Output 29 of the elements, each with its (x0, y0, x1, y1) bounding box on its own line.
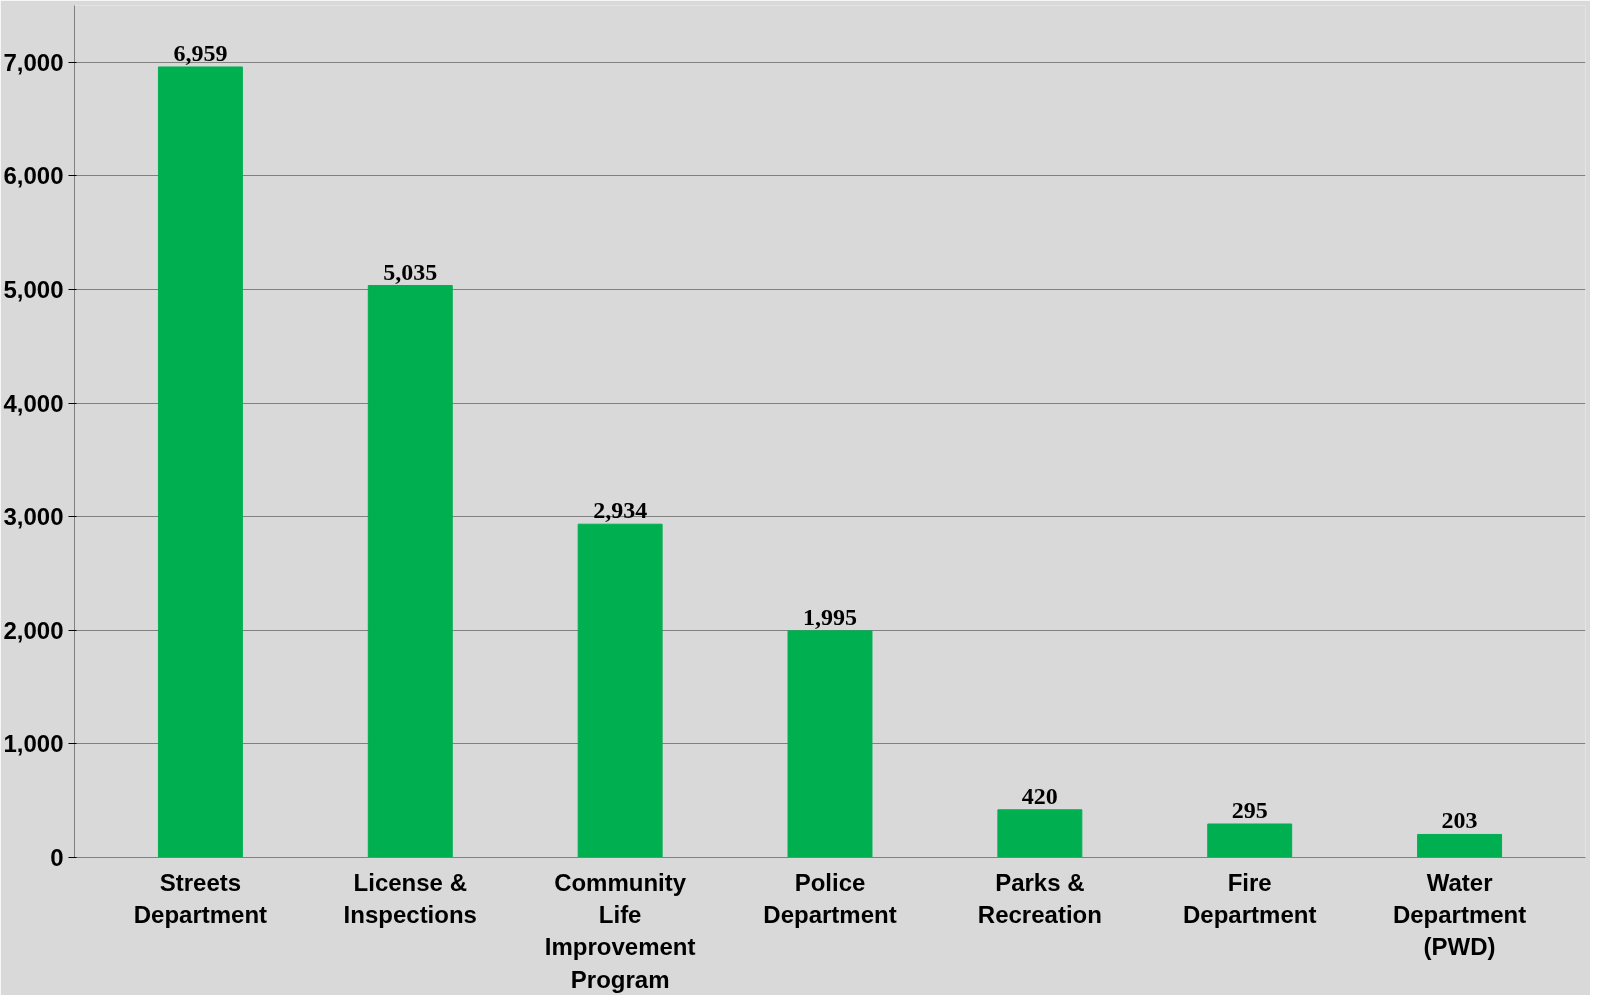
y-tick-label: 2,000 (3, 616, 64, 644)
x-tick-label: Streets Department (133, 868, 268, 928)
x-tick-label: License & Inspections (343, 868, 477, 928)
bar (997, 809, 1083, 858)
y-tick-label: 3,000 (3, 503, 64, 531)
x-tick-label: Water Department (PWD) (1392, 868, 1527, 961)
bar (1207, 823, 1293, 858)
data-label: 1,995 (803, 603, 857, 630)
y-tick-label: 1,000 (3, 730, 64, 758)
y-tick-label: 0 (50, 844, 64, 871)
data-label: 203 (1441, 807, 1478, 834)
y-tick-label: 6,000 (3, 162, 64, 190)
x-tick-label: Police Department (763, 868, 897, 928)
y-tick-label: 5,000 (3, 276, 64, 303)
bar (157, 66, 243, 858)
x-tick-label: Community Life Improvement Program (544, 868, 696, 993)
data-label: 6,959 (173, 39, 228, 66)
bar (787, 630, 873, 858)
y-tick-label: 7,000 (3, 48, 64, 76)
data-label: 295 (1231, 796, 1268, 823)
data-label: 2,934 (593, 497, 648, 524)
bar (1417, 833, 1503, 858)
bar (577, 523, 663, 858)
x-tick-label: Parks & Recreation (977, 868, 1102, 928)
bar (367, 285, 453, 858)
y-tick-label: 4,000 (3, 389, 64, 417)
data-label: 5,035 (383, 258, 438, 285)
x-tick-label: Fire Department (1183, 868, 1317, 928)
data-label: 420 (1021, 782, 1058, 809)
